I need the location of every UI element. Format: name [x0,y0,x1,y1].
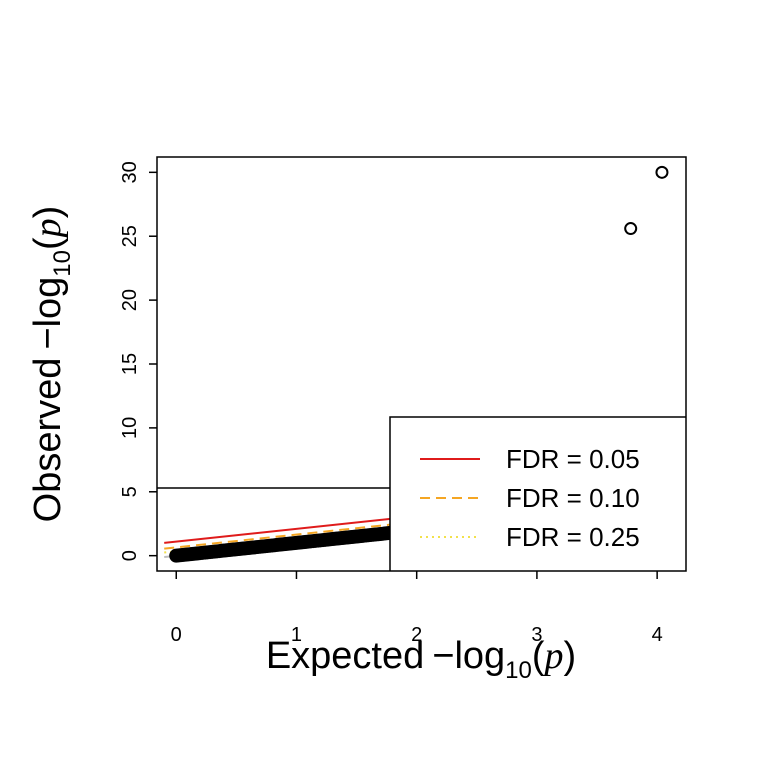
y-tick-label-3: 15 [119,353,141,375]
y-tick-label-0: 0 [119,550,141,561]
legend-label-2: FDR = 0.25 [506,522,640,552]
legend: FDR = 0.05 FDR = 0.10 FDR = 0.25 [389,416,686,571]
x-tick-label-1: 1 [291,624,302,646]
legend-box [389,416,686,571]
data-points [169,165,669,563]
x-axis-title: Expected −log10(p) [266,635,576,684]
x-axis: 0 1 2 3 4 [171,571,663,646]
x-tick-label-2: 2 [411,624,422,646]
y-axis-title: Observed−log10(p) [27,206,76,523]
plot-frame [156,156,687,572]
y-tick-label-5: 25 [119,225,141,247]
y-tick-label-2: 10 [119,417,141,439]
reference-line-1 [164,523,393,550]
y-tick-label-4: 20 [119,289,141,311]
x-tick-label-4: 4 [652,624,663,646]
y-tick-label-1: 5 [119,486,141,497]
x-tick-label-0: 0 [171,624,182,646]
y-axis: 0 5 10 15 20 25 30 [119,161,157,561]
x-tick-label-3: 3 [531,624,542,646]
legend-label-1: FDR = 0.10 [506,483,640,513]
outlier-point-1 [655,165,669,179]
outlier-point-0 [624,222,638,236]
legend-label-0: FDR = 0.05 [506,444,640,474]
reference-line-0 [164,517,393,544]
y-tick-label-6: 30 [119,161,141,183]
